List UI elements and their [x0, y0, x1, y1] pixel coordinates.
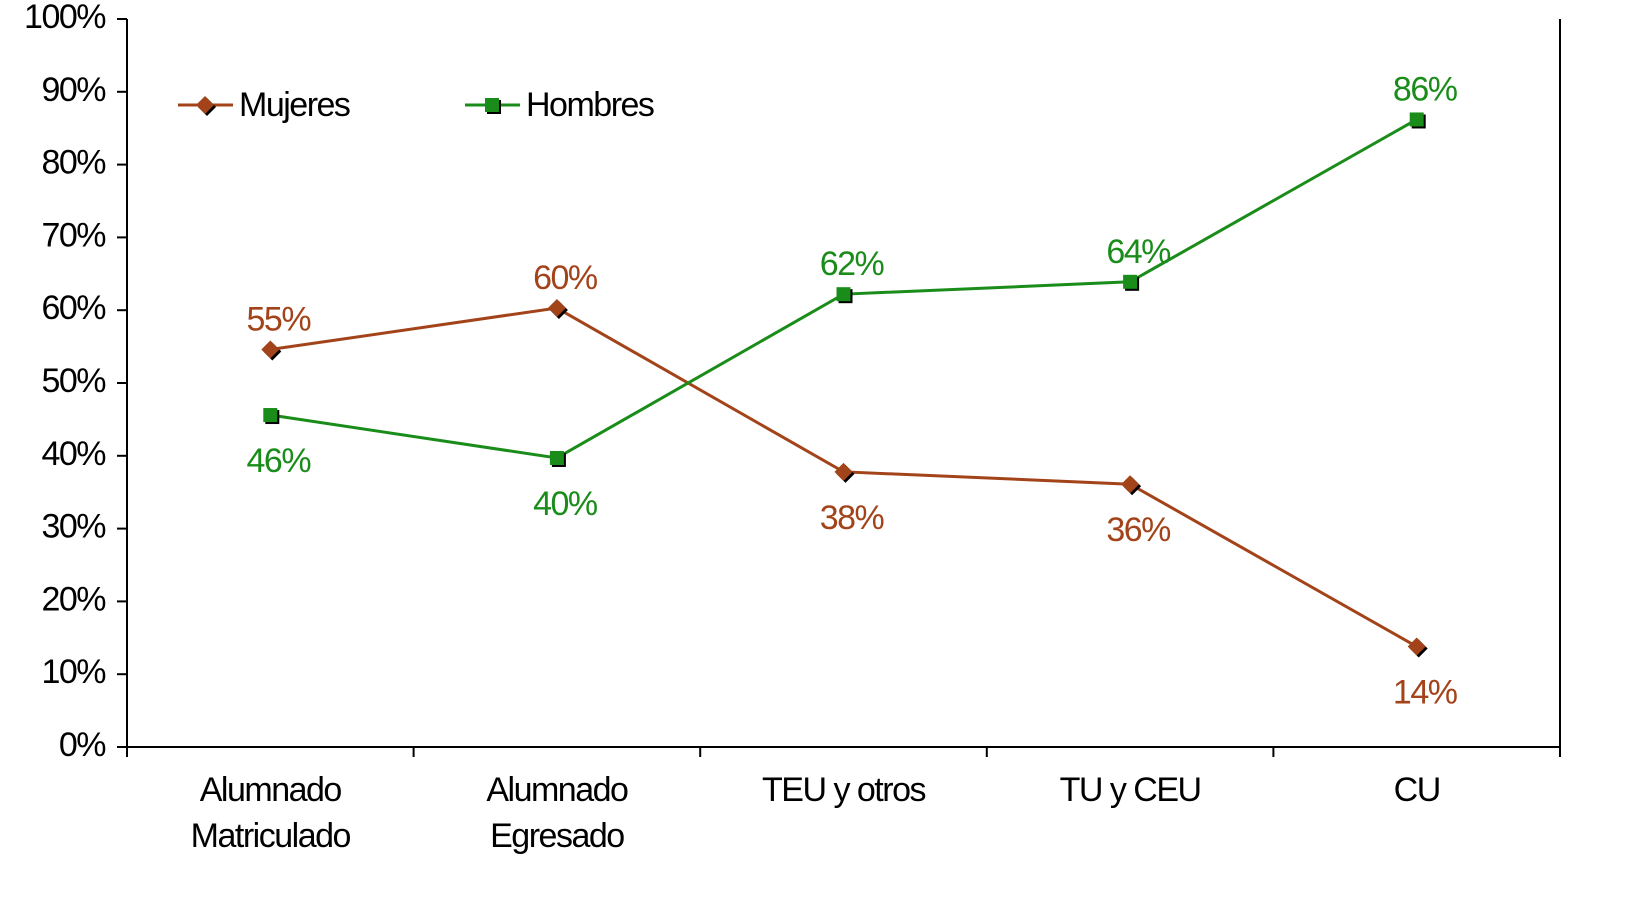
- data-label: 86%: [1393, 70, 1458, 108]
- point: [1123, 274, 1138, 289]
- data-label: 14%: [1393, 674, 1458, 712]
- x-tick-label: Alumnado Matriculado: [191, 771, 351, 855]
- point: [834, 462, 853, 481]
- x-tick-label: Alumnado Egresado: [486, 771, 628, 855]
- point: [547, 299, 566, 318]
- x-tick-label: TU y CEU: [1060, 771, 1201, 809]
- data-label: 62%: [820, 245, 885, 283]
- y-tick-label: 20%: [41, 580, 106, 618]
- point: [263, 408, 278, 423]
- point: [261, 340, 280, 359]
- y-tick-label: 70%: [41, 216, 106, 254]
- point: [1407, 637, 1426, 656]
- legend-label: Mujeres: [239, 86, 350, 124]
- data-label: 64%: [1106, 233, 1171, 271]
- y-tick-label: 60%: [41, 289, 106, 327]
- data-label: 36%: [1106, 511, 1171, 549]
- y-tick-label: 30%: [41, 508, 106, 546]
- point: [1121, 475, 1140, 494]
- y-tick-label: 100%: [24, 0, 106, 36]
- y-tick-label: 80%: [41, 144, 106, 182]
- point: [836, 287, 851, 302]
- x-tick-label: CU: [1394, 771, 1440, 809]
- data-label: 46%: [247, 442, 312, 480]
- data-label: 60%: [533, 259, 598, 297]
- data-label: 55%: [247, 300, 312, 338]
- data-label: 38%: [820, 499, 885, 537]
- legend-label: Hombres: [526, 86, 654, 124]
- legend-marker: [485, 98, 499, 112]
- y-tick-label: 0%: [59, 726, 106, 764]
- y-tick-label: 10%: [41, 653, 106, 691]
- data-label: 40%: [533, 485, 598, 523]
- point: [1409, 112, 1424, 127]
- x-tick-label: TEU y otros: [762, 771, 925, 809]
- y-tick-label: 50%: [41, 362, 106, 400]
- legend-marker: [196, 96, 214, 114]
- y-tick-label: 90%: [41, 71, 106, 109]
- y-tick-label: 40%: [41, 435, 106, 473]
- point: [549, 450, 564, 465]
